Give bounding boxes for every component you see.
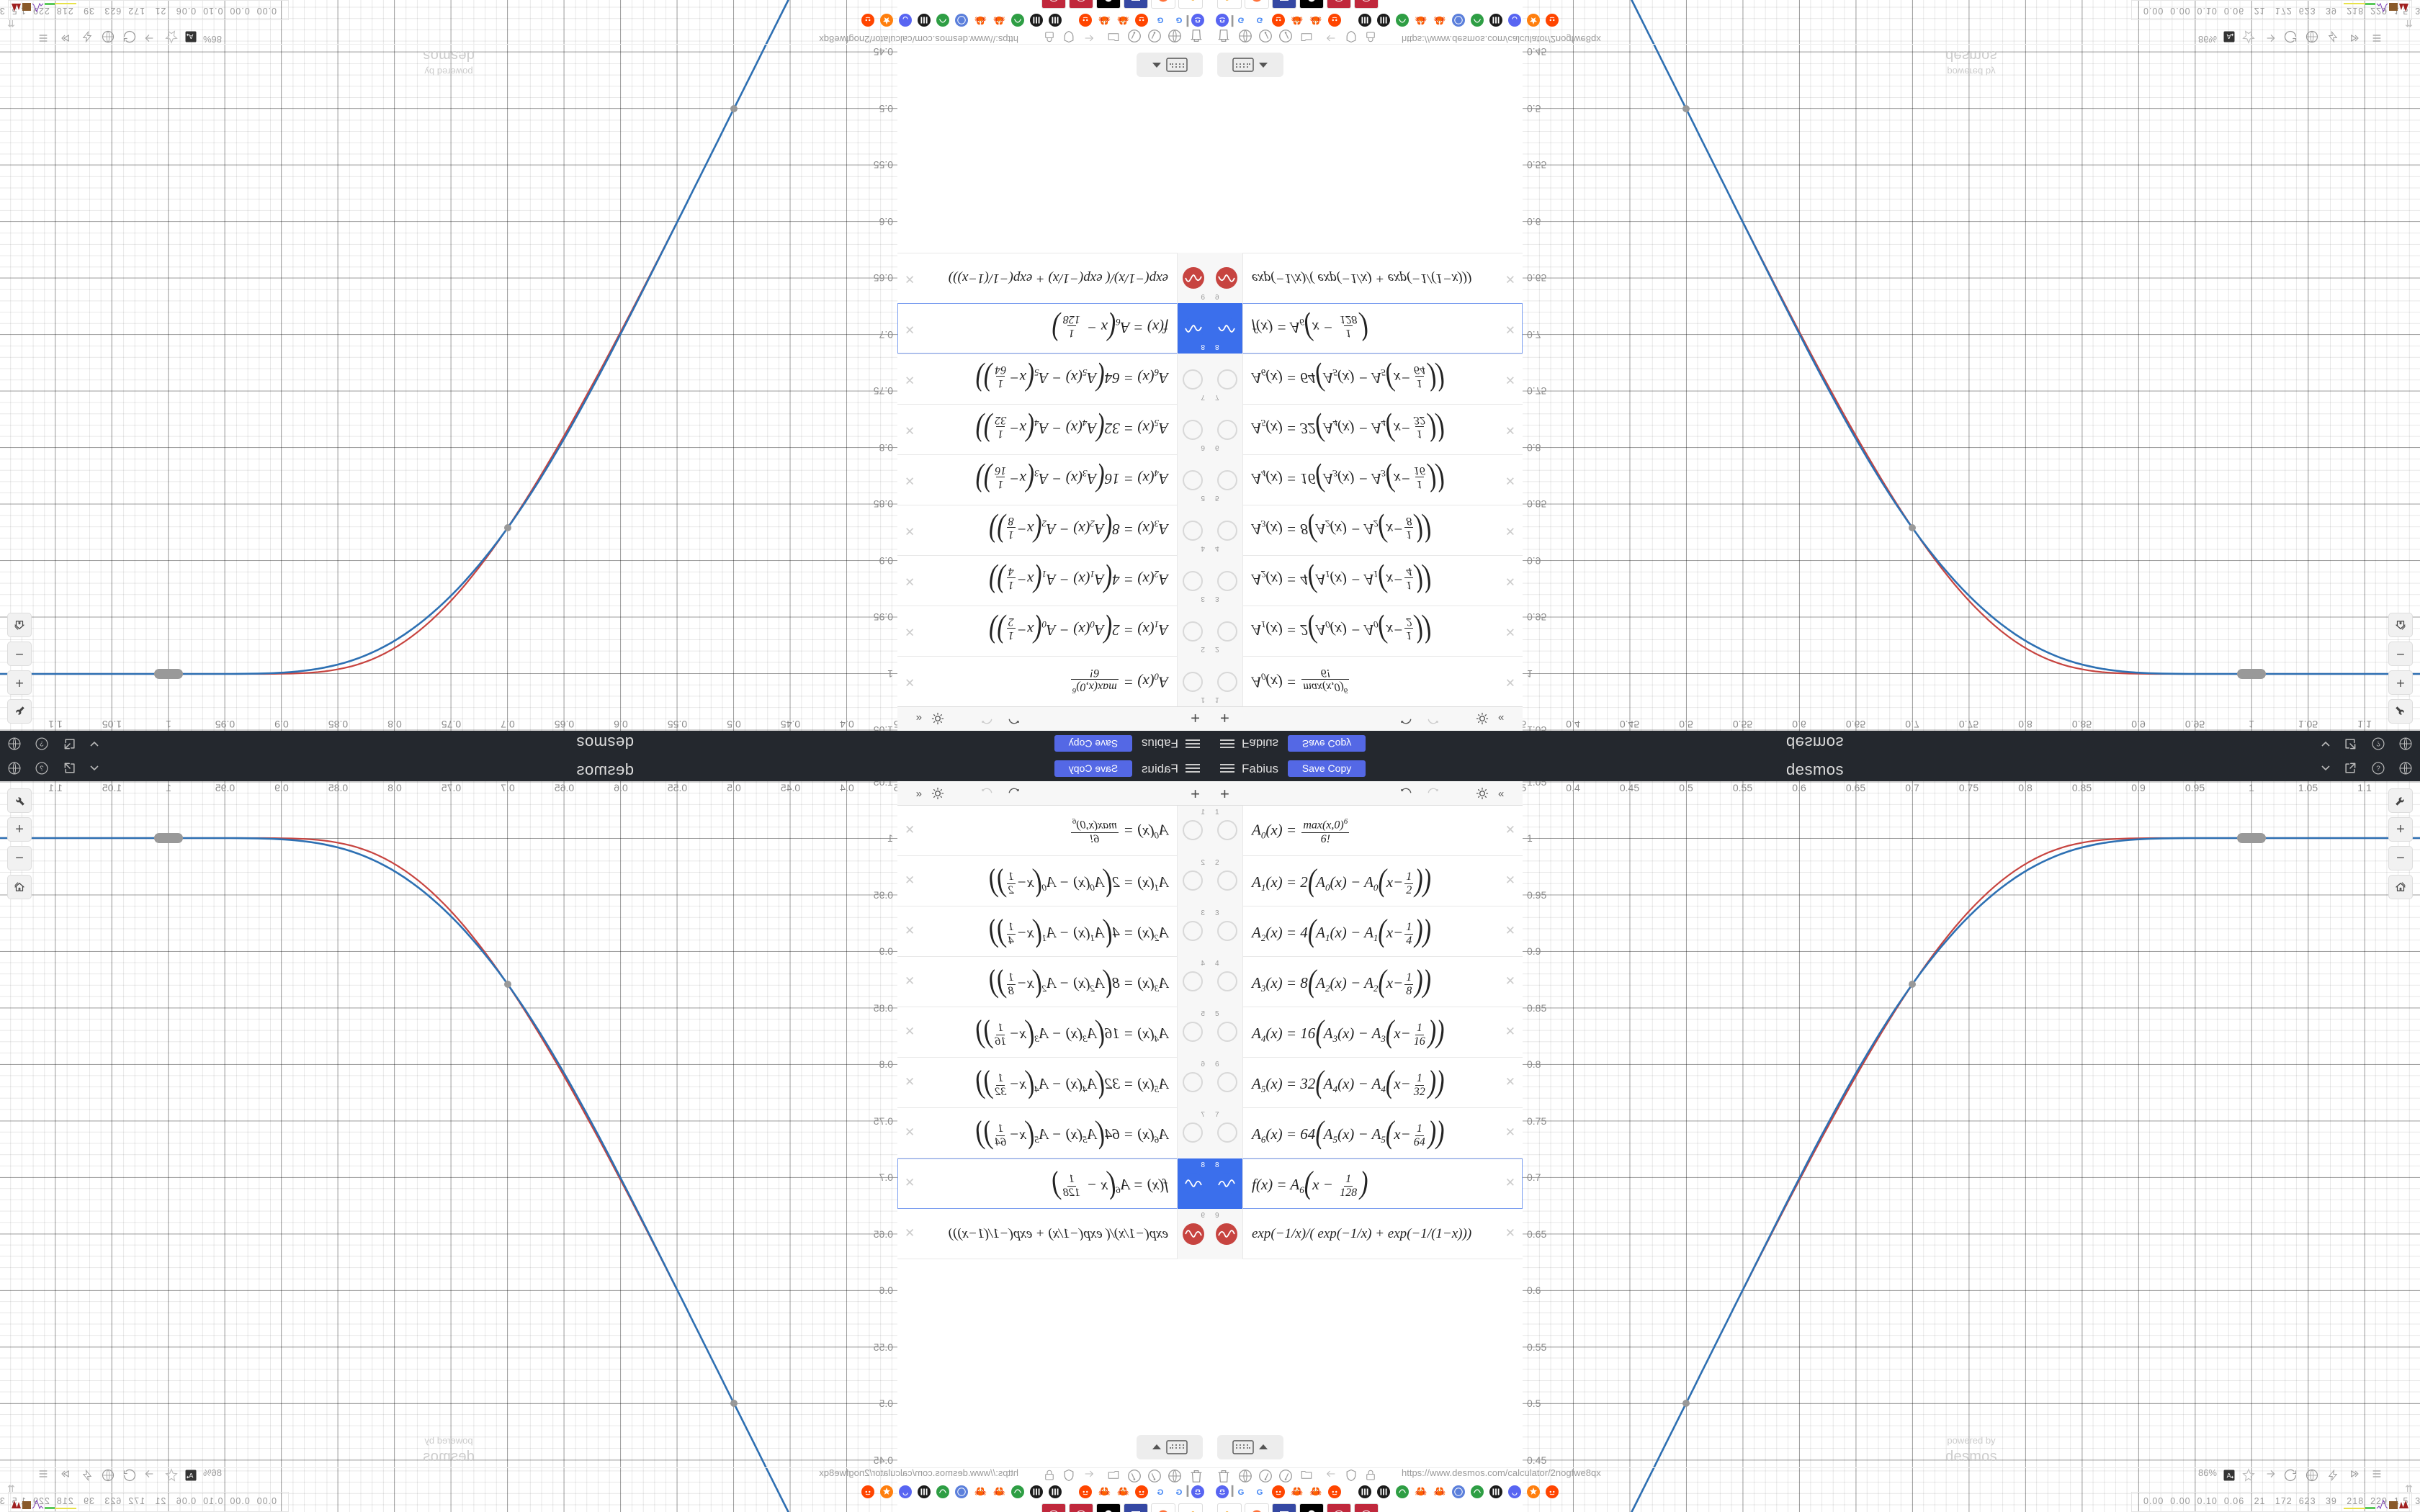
svg-text:G: G: [1257, 15, 1263, 24]
svg-text:✦: ✦: [185, 1475, 189, 1480]
svg-text:✦: ✦: [2231, 1475, 2235, 1480]
svg-text:?: ?: [40, 765, 44, 773]
svg-text:G: G: [1175, 1488, 1182, 1497]
svg-text:G: G: [1157, 15, 1163, 24]
svg-text:G: G: [1157, 1488, 1163, 1497]
svg-text:✦: ✦: [185, 32, 189, 37]
svg-text:G: G: [1175, 15, 1182, 24]
svg-text:?: ?: [40, 739, 44, 747]
svg-text:G: G: [1238, 1488, 1245, 1497]
svg-text:?: ?: [2376, 739, 2380, 747]
svg-text:G: G: [1257, 1488, 1263, 1497]
svg-text:✦: ✦: [2231, 32, 2235, 37]
svg-text:G: G: [1238, 15, 1245, 24]
svg-text:?: ?: [2376, 765, 2380, 773]
